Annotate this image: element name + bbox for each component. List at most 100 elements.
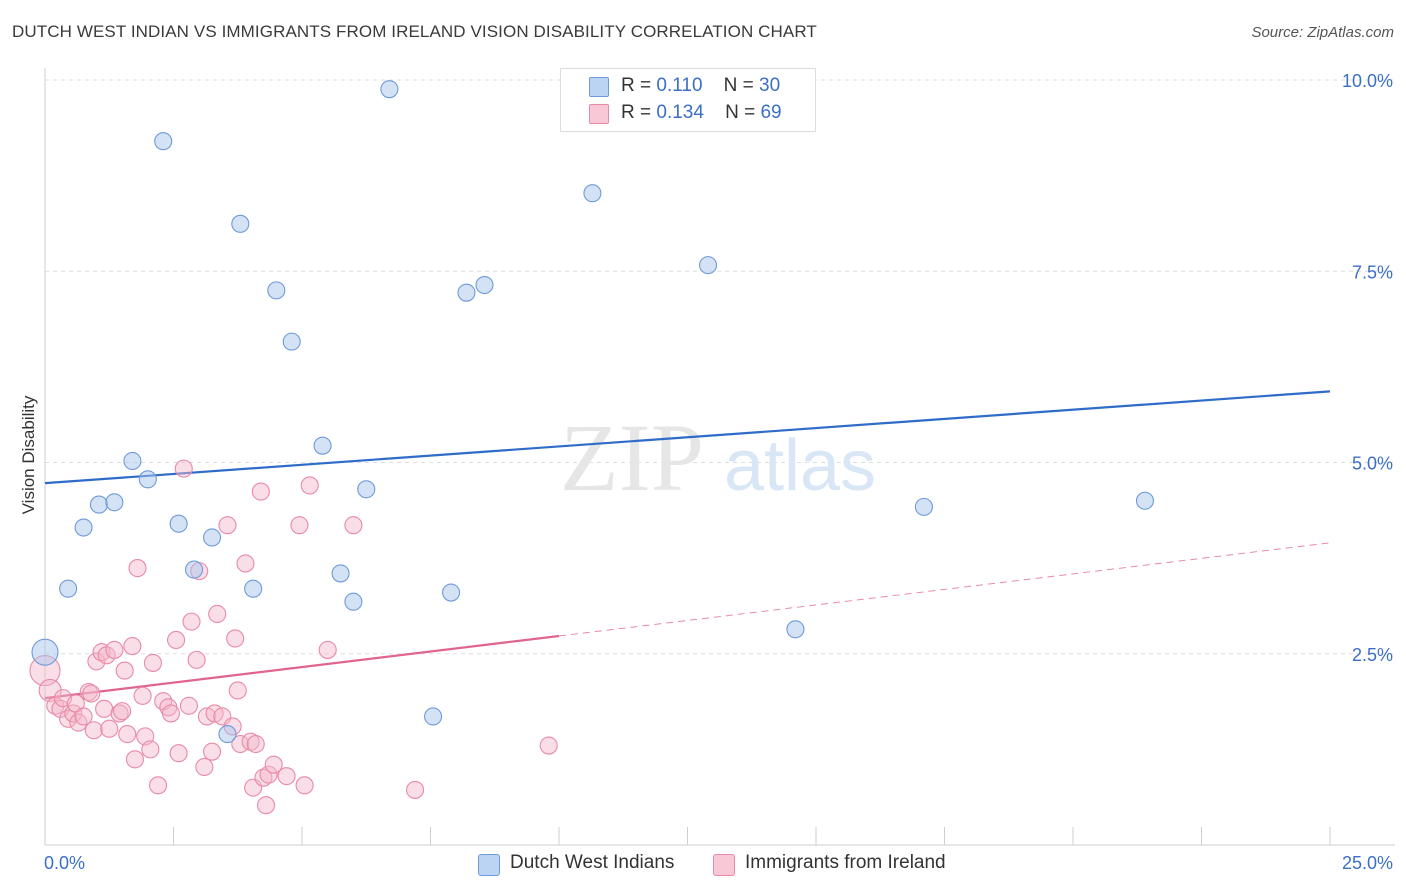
data-point-immigrants-from-ireland [84, 721, 103, 740]
correlation-legend: R = 0.110 N = 30 R = 0.134 N = 69 [560, 68, 816, 132]
trend-line-extension [558, 542, 1331, 637]
data-point-immigrants-from-ireland [161, 704, 180, 723]
data-point-immigrants-from-ireland [110, 704, 129, 723]
watermark-atlas: atlas [724, 426, 876, 506]
data-point-dutch-west-indians [185, 560, 204, 579]
data-point-immigrants-from-ireland [539, 736, 558, 755]
data-point-immigrants-from-ireland [149, 776, 168, 795]
axes [44, 68, 1395, 846]
data-point-immigrants-from-ireland [95, 699, 114, 718]
data-point-immigrants-from-ireland [59, 709, 78, 728]
data-point-immigrants-from-ireland [141, 740, 160, 759]
y-tick-label: 5.0% [1352, 454, 1393, 474]
legend-swatch-blue [589, 77, 609, 97]
data-point-dutch-west-indians [154, 132, 173, 151]
data-point-immigrants-from-ireland [38, 678, 62, 703]
data-point-dutch-west-indians [74, 518, 93, 537]
y-axis-label: Vision Disability [19, 395, 38, 514]
data-point-immigrants-from-ireland [236, 554, 255, 573]
data-point-immigrants-from-ireland [406, 780, 425, 799]
data-point-immigrants-from-ireland [300, 476, 319, 495]
data-point-dutch-west-indians [244, 579, 263, 598]
data-point-immigrants-from-ireland [167, 630, 186, 650]
data-point-immigrants-from-ireland [182, 612, 201, 631]
source-label: Source: ZipAtlas.com [1251, 24, 1394, 41]
bottom-legend-label: Immigrants from Ireland [745, 852, 946, 873]
legend-r-label: R = [621, 102, 652, 123]
data-point-immigrants-from-ireland [228, 681, 247, 700]
data-point-immigrants-from-ireland [195, 757, 214, 777]
chart-title: DUTCH WEST INDIAN VS IMMIGRANTS FROM IRE… [12, 22, 817, 41]
data-point-immigrants-from-ireland [251, 482, 270, 501]
x-tick-label: 0.0% [44, 853, 85, 873]
data-point-dutch-west-indians [583, 184, 602, 203]
data-point-immigrants-from-ireland [115, 661, 134, 680]
data-point-immigrants-from-ireland [169, 744, 188, 763]
y-tick-label: 2.5% [1352, 645, 1393, 665]
x-tick-label: 25.0% [1342, 853, 1393, 873]
data-point-immigrants-from-ireland [259, 765, 278, 784]
data-point-immigrants-from-ireland [218, 516, 237, 535]
trend-line-immigrants-from-ireland [44, 634, 560, 700]
data-point-dutch-west-indians [31, 638, 59, 666]
data-point-immigrants-from-ireland [125, 750, 144, 769]
data-point-dutch-west-indians [169, 514, 188, 533]
legend-r-value: 0.134 [656, 102, 704, 123]
data-point-immigrants-from-ireland [295, 776, 314, 795]
data-point-immigrants-from-ireland [264, 755, 283, 774]
data-point-dutch-west-indians [457, 283, 476, 302]
legend-r-label: R = [621, 75, 652, 96]
watermark-zip: ZIP [560, 404, 704, 511]
data-point-dutch-west-indians [914, 497, 933, 516]
data-point-immigrants-from-ireland [344, 516, 363, 535]
y-tick-label: 7.5% [1352, 262, 1393, 282]
bottom-legend-label: Dutch West Indians [510, 852, 675, 873]
data-point-immigrants-from-ireland [174, 459, 193, 478]
data-point-dutch-west-indians [357, 480, 376, 499]
data-point-dutch-west-indians [218, 725, 237, 744]
data-point-immigrants-from-ireland [246, 734, 265, 754]
data-point-immigrants-from-ireland [128, 559, 147, 578]
watermark: ZIP atlas [560, 404, 876, 511]
data-point-dutch-west-indians [138, 470, 157, 489]
data-point-dutch-west-indians [442, 583, 461, 602]
data-point-dutch-west-indians [344, 592, 363, 611]
series-immigrants-from-ireland [29, 459, 558, 815]
legend-n-label: N = [725, 102, 756, 123]
data-point-immigrants-from-ireland [87, 652, 106, 671]
data-point-immigrants-from-ireland [105, 640, 124, 659]
legend-r-value: 0.110 [656, 75, 703, 96]
legend-swatch-pink [589, 104, 609, 124]
trend-line-dutch-west-indians [44, 390, 1331, 485]
data-point-dutch-west-indians [231, 214, 250, 233]
data-point-immigrants-from-ireland [133, 686, 152, 705]
data-point-dutch-west-indians [313, 436, 332, 455]
data-point-immigrants-from-ireland [318, 640, 337, 659]
trend-lines [44, 390, 1331, 700]
data-point-dutch-west-indians [424, 707, 443, 726]
data-point-dutch-west-indians [203, 528, 222, 547]
series-dutch-west-indians [31, 80, 1155, 744]
data-point-dutch-west-indians [699, 256, 718, 275]
data-point-dutch-west-indians [105, 493, 124, 512]
data-point-immigrants-from-ireland [118, 725, 137, 744]
legend-n-value: 30 [759, 75, 781, 96]
data-point-immigrants-from-ireland [203, 742, 222, 761]
data-point-dutch-west-indians [380, 80, 399, 99]
data-point-immigrants-from-ireland [143, 653, 162, 672]
legend-n-label: N = [723, 75, 754, 96]
data-point-immigrants-from-ireland [123, 637, 142, 656]
y-tick-label: 10.0% [1342, 71, 1393, 91]
tick-labels: 2.5% 5.0% 7.5% 10.0% 0.0% 25.0% [44, 71, 1393, 873]
data-point-dutch-west-indians [475, 275, 494, 295]
data-point-immigrants-from-ireland [82, 684, 101, 703]
data-point-dutch-west-indians [331, 564, 350, 583]
data-point-immigrants-from-ireland [256, 796, 276, 815]
data-point-immigrants-from-ireland [226, 629, 245, 648]
data-point-immigrants-from-ireland [100, 719, 119, 738]
data-point-dutch-west-indians [59, 579, 78, 598]
legend-n-value: 69 [760, 102, 782, 123]
data-point-dutch-west-indians [786, 620, 805, 639]
data-point-immigrants-from-ireland [113, 702, 132, 721]
